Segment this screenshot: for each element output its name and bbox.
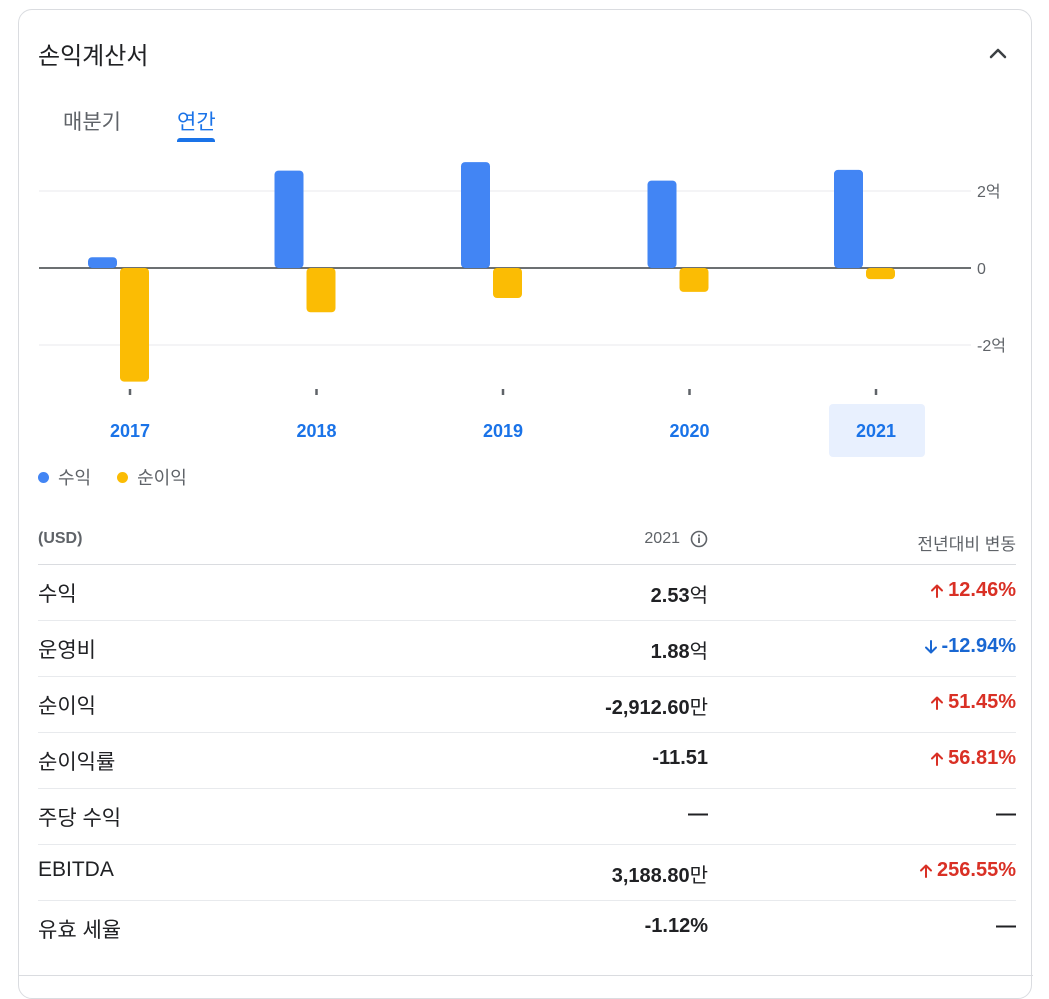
row-label: 순이익률 [38,751,116,774]
row-change-value: — [996,803,1016,825]
y-tick-label: 0 [977,261,986,278]
arrow-up-icon [931,752,944,766]
row-value-unit: 만 [689,865,708,887]
row-value-unit: 억 [689,641,708,663]
tab-quarterly[interactable]: 매분기 [63,111,121,134]
income-chart: 2억 0 -2억 2017 2018 2019 2020 2021 [19,150,1033,480]
bar-revenue [88,257,117,268]
table-row: 수익 2.53억 12.46% [38,565,1016,621]
selected-year-highlight [829,404,925,457]
row-label: EBITDA [38,858,114,881]
row-change-value: 56.81% [948,747,1016,769]
row-change: 56.81% [930,747,1016,770]
chevron-up-icon [989,48,1007,59]
row-change-value: 256.55% [937,859,1016,881]
row-value: — [688,803,708,825]
period-label: 2021 [644,530,680,547]
table-row: EBITDA 3,188.80만 256.55% [38,845,1016,901]
x-category-label[interactable]: 2021 [856,421,896,441]
legend-label-net-income: 순이익 [137,468,187,488]
row-change: — [996,803,1016,826]
row-value: -2,912.60만 [605,697,708,719]
arrow-down-icon [924,639,937,653]
active-tab-indicator [177,138,215,142]
legend-item-revenue: 수익 [38,464,91,490]
row-value: -11.51 [652,747,708,769]
row-value: 3,188.80만 [611,865,708,887]
row-change: 51.45% [930,691,1016,714]
card-bottom-divider [19,975,1033,976]
legend-item-net-income: 순이익 [117,464,187,490]
row-change-value: 12.46% [948,579,1016,601]
row-change-value: 51.45% [948,691,1016,713]
table-header: (USD) 2021 전년대비 변동 [38,515,1016,565]
bar-revenue [274,170,304,268]
row-change-value: — [996,915,1016,937]
income-statement-card: 손익계산서 매분기 연간 2억 0 -2억 2017 2018 2019 2020 2021 … [18,9,1033,999]
financial-table: (USD) 2021 전년대비 변동 수익 2.53억 12.46% 운영비 1.88억… [38,515,1016,956]
row-change: — [996,915,1016,938]
legend-dot-net-income [117,471,129,483]
collapse-button[interactable] [983,38,1013,68]
legend-dot-revenue [38,471,49,483]
y-tick-label: 2억 [977,183,1001,201]
table-body: 수익 2.53억 12.46% 운영비 1.88억 -12.94% 순이익 -2,912.60… [38,565,1016,956]
table-row: 주당 수익 — — [38,789,1016,845]
row-value-unit: 만 [689,697,708,719]
row-value-unit: 억 [689,585,708,607]
period-tabs: 매분기 연간 [19,100,319,150]
period-header: 2021 [644,530,708,548]
row-value: 1.88억 [650,641,708,663]
row-change-value: -12.94% [941,635,1017,657]
bar-revenue [461,162,490,268]
table-row: 순이익 -2,912.60만 51.45% [38,677,1016,733]
row-value: -1.12% [644,915,708,937]
row-change: -12.94% [924,635,1017,658]
row-label: 주당 수익 [38,807,122,830]
table-row: 유효 세율 -1.12% — [38,901,1016,956]
bar-revenue [834,169,863,268]
legend-label-revenue: 수익 [58,468,92,488]
chart-legend: 수익 순이익 [38,465,187,489]
x-category-label[interactable]: 2018 [296,421,336,441]
arrow-up-icon [931,584,944,598]
card-title: 손익계산서 [38,43,149,70]
arrow-up-icon [931,696,944,710]
bar-net-income [306,268,336,313]
bar-net-income [493,268,522,299]
y-tick-label: -2억 [977,337,1006,355]
bar-net-income [866,268,895,280]
row-change: 12.46% [930,579,1016,602]
bar-net-income [120,268,149,382]
tab-annual[interactable]: 연간 [177,111,216,134]
table-row: 운영비 1.88억 -12.94% [38,621,1016,677]
chart-svg: 2억 0 -2억 2017 2018 2019 2020 2021 [39,162,1006,457]
row-change: 256.55% [919,859,1016,882]
x-category-label[interactable]: 2020 [669,421,709,441]
x-category-label[interactable]: 2017 [110,421,150,441]
currency-label: (USD) [38,530,83,547]
bar-revenue [647,180,677,268]
row-value: 2.53억 [650,585,708,607]
arrow-up-icon [920,864,933,878]
row-label: 운영비 [38,639,96,662]
bar-net-income [679,268,709,292]
row-label: 수익 [38,583,77,606]
info-icon[interactable] [690,530,708,548]
x-category-label[interactable]: 2019 [483,421,523,441]
table-row: 순이익률 -11.51 56.81% [38,733,1016,789]
change-header: 전년대비 변동 [917,535,1016,554]
row-label: 유효 세율 [38,919,122,942]
row-label: 순이익 [38,695,96,718]
